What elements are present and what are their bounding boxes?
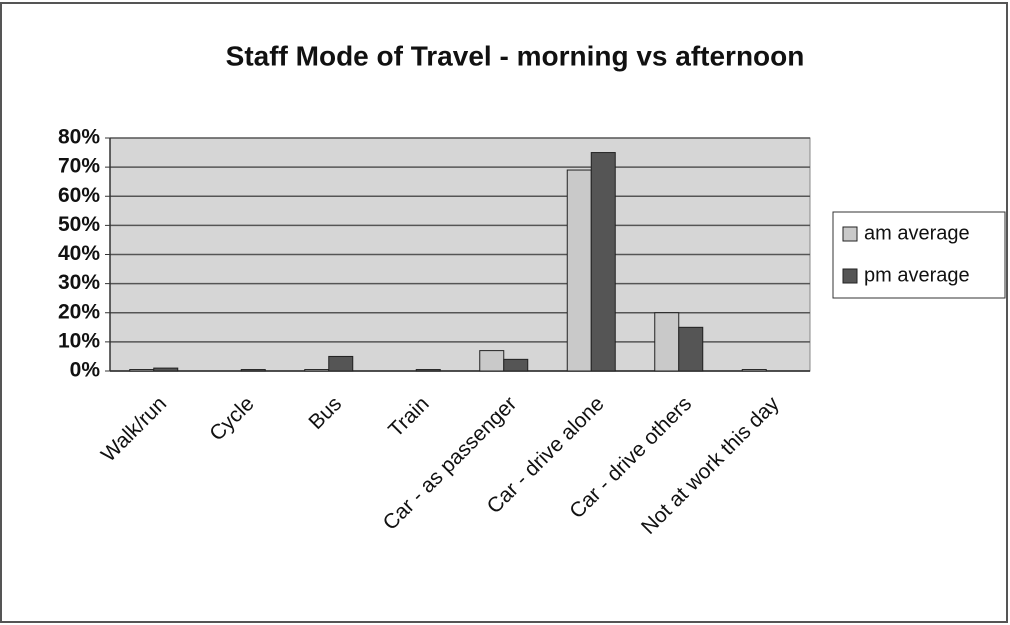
y-tick-label: 0% — [70, 359, 101, 382]
bar — [741, 369, 767, 372]
bar — [590, 152, 616, 372]
y-tick-label: 40% — [58, 242, 100, 265]
y-tick-label: 20% — [58, 300, 100, 323]
bar — [304, 369, 330, 372]
bar — [566, 169, 592, 372]
bar — [328, 355, 354, 372]
y-tick-label: 10% — [58, 329, 100, 352]
bar — [415, 369, 441, 372]
legend-label: am average — [864, 222, 970, 244]
legend-swatch — [842, 226, 858, 242]
bar — [678, 326, 704, 372]
y-tick-label: 30% — [58, 271, 100, 294]
y-tick-label: 80% — [58, 126, 100, 149]
bar — [240, 369, 266, 372]
bar — [479, 350, 505, 372]
legend-swatch — [842, 268, 858, 284]
bar — [654, 312, 680, 372]
y-tick-label: 50% — [58, 213, 100, 236]
y-tick-label: 60% — [58, 184, 100, 207]
bar — [503, 358, 529, 372]
chart-title: Staff Mode of Travel - morning vs aftern… — [226, 40, 805, 71]
legend-box — [832, 211, 1006, 299]
bar — [129, 369, 155, 372]
legend-label: pm average — [864, 264, 970, 286]
bar — [153, 367, 179, 372]
y-tick-label: 70% — [58, 155, 100, 178]
